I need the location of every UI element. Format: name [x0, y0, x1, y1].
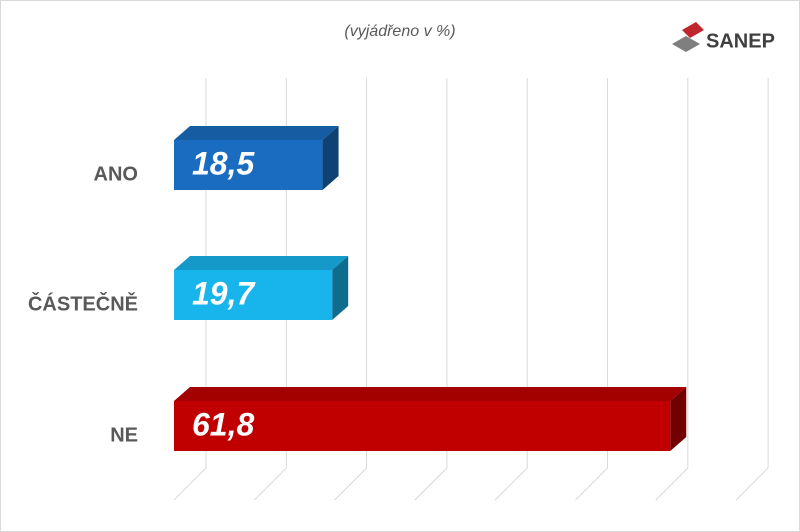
category-label: ANO	[94, 163, 138, 185]
grid-line	[334, 467, 367, 501]
category-label: ČÁSTEČNĚ	[28, 291, 138, 315]
bar	[174, 140, 323, 190]
bar-side	[670, 387, 687, 451]
bar-side	[322, 126, 339, 190]
logo: SANEP	[672, 22, 775, 52]
bar	[174, 401, 671, 451]
value-label: 18,5	[192, 145, 255, 181]
grid-line	[655, 467, 689, 501]
logo-text: SANEP	[706, 30, 775, 52]
bar	[174, 270, 333, 320]
grid-line	[575, 467, 608, 501]
value-label: 19,7	[192, 275, 256, 311]
bar-top	[174, 256, 349, 270]
grid-line	[173, 467, 207, 501]
grid-line	[414, 467, 448, 501]
logo-mark	[672, 36, 700, 52]
grid-line	[735, 467, 769, 501]
bar-side	[332, 256, 349, 320]
grid-line	[494, 467, 528, 501]
category-label: NE	[110, 424, 138, 446]
chart-subtitle: (vyjádřeno v %)	[344, 23, 455, 40]
grid-line	[253, 467, 287, 501]
bar-top	[174, 387, 687, 401]
value-label: 61,8	[192, 406, 254, 442]
logo-mark	[682, 22, 704, 38]
bar-top	[174, 126, 339, 140]
